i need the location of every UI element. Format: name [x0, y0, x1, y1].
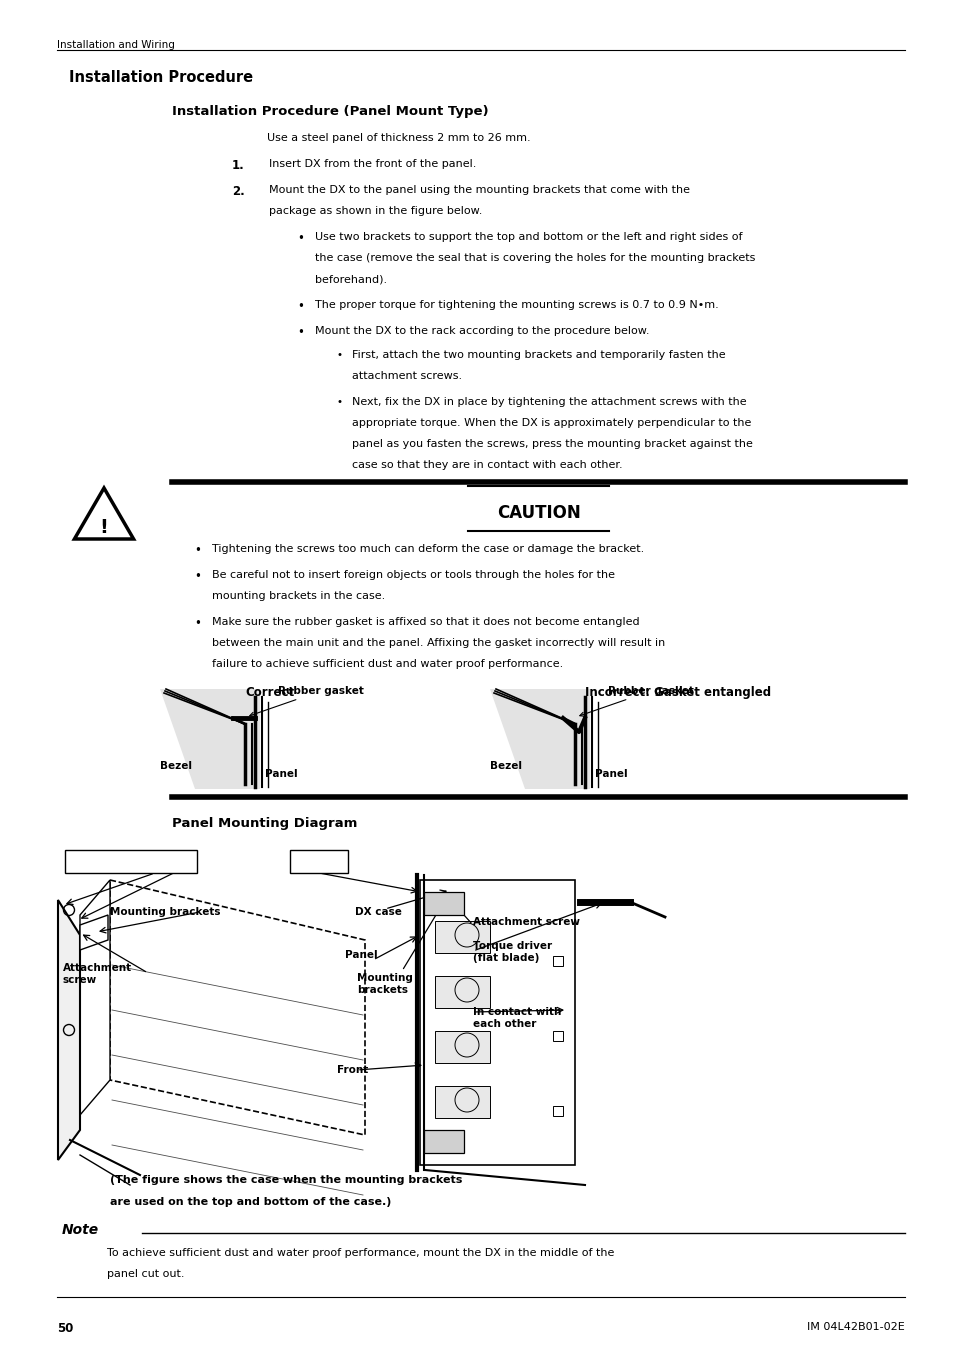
Text: Bezel: Bezel [490, 761, 521, 771]
Text: Panel: Panel [595, 769, 627, 779]
Bar [435, 921, 490, 953]
Text: 2.: 2. [232, 185, 245, 198]
Text: Make sure the rubber gasket is affixed so that it does not become entangled: Make sure the rubber gasket is affixed s… [212, 617, 639, 626]
Text: Use two brackets to support the top and bottom or the left and right sides of: Use two brackets to support the top and … [314, 232, 741, 242]
Text: •: • [193, 570, 201, 583]
Polygon shape [490, 688, 589, 788]
Text: Fixed: Fixed [295, 855, 322, 864]
Text: are used on the top and bottom of the case.): are used on the top and bottom of the ca… [110, 1197, 391, 1207]
Text: Bezel: Bezel [160, 761, 192, 771]
Text: In contact with
each other: In contact with each other [473, 1007, 560, 1029]
Text: appropriate torque. When the DX is approximately perpendicular to the: appropriate torque. When the DX is appro… [352, 418, 751, 428]
Polygon shape [80, 915, 108, 950]
Text: Attachment
screw: Attachment screw [63, 963, 132, 984]
Text: CAUTION: CAUTION [497, 504, 579, 522]
Bar [290, 850, 348, 873]
Text: Be careful not to insert foreign objects or tools through the holes for the: Be careful not to insert foreign objects… [212, 570, 615, 580]
Text: Incorrect: Gasket entangled: Incorrect: Gasket entangled [584, 686, 770, 699]
Text: Panel Mounting Diagram: Panel Mounting Diagram [172, 817, 357, 830]
Polygon shape [110, 880, 365, 1135]
Bar [423, 1130, 463, 1153]
Polygon shape [80, 880, 110, 1115]
Text: (The figure shows the case when the mounting brackets: (The figure shows the case when the moun… [110, 1174, 462, 1185]
Bar [435, 976, 490, 1008]
Text: failure to achieve sufficient dust and water proof performance.: failure to achieve sufficient dust and w… [212, 659, 562, 670]
Text: panel as you fasten the screws, press the mounting bracket against the: panel as you fasten the screws, press th… [352, 439, 752, 450]
Bar [435, 1085, 490, 1118]
Bar [553, 956, 562, 967]
Bar [553, 1031, 562, 1041]
Text: Rubber gasket: Rubber gasket [579, 686, 693, 717]
Bar [435, 1031, 490, 1062]
Text: DX case: DX case [355, 907, 401, 917]
Text: Insert DX from the front of the panel.: Insert DX from the front of the panel. [269, 159, 476, 169]
Text: Panel: Panel [154, 855, 183, 864]
Text: !: ! [99, 517, 109, 536]
Text: Mounting
brackets: Mounting brackets [356, 973, 413, 995]
Text: Mounting brackets: Mounting brackets [110, 907, 220, 917]
Text: Attachment screw: Attachment screw [473, 917, 579, 927]
Text: Installation and Wiring: Installation and Wiring [57, 40, 174, 50]
Text: Installation Procedure (Panel Mount Type): Installation Procedure (Panel Mount Type… [172, 105, 488, 117]
Text: Correct: Correct [245, 686, 294, 699]
Text: 50: 50 [57, 1322, 73, 1335]
Text: Panel: Panel [265, 769, 297, 779]
Text: Panel: Panel [345, 950, 377, 960]
Text: Front: Front [336, 1065, 368, 1075]
Text: First, attach the two mounting brackets and temporarily fasten the: First, attach the two mounting brackets … [352, 350, 725, 360]
Text: Rubber gasket: Rubber gasket [250, 686, 363, 717]
Text: •: • [336, 397, 343, 406]
Text: Mount the DX to the rack according to the procedure below.: Mount the DX to the rack according to th… [314, 325, 649, 336]
Text: Torque driver
(flat blade): Torque driver (flat blade) [473, 941, 552, 963]
Text: To achieve sufficient dust and water proof performance, mount the DX in the midd: To achieve sufficient dust and water pro… [107, 1247, 614, 1258]
Bar [553, 1106, 562, 1116]
Text: •: • [296, 300, 304, 313]
Text: the case (remove the seal that is covering the holes for the mounting brackets: the case (remove the seal that is coveri… [314, 252, 755, 263]
Text: package as shown in the figure below.: package as shown in the figure below. [269, 207, 482, 216]
Text: •: • [336, 350, 343, 360]
Text: Note: Note [62, 1223, 99, 1237]
Polygon shape [58, 900, 80, 1160]
Text: Use a steel panel of thickness 2 mm to 26 mm.: Use a steel panel of thickness 2 mm to 2… [267, 134, 530, 143]
Text: Screw temporarily: Screw temporarily [69, 855, 164, 864]
Text: •: • [296, 325, 304, 339]
Text: Tightening the screws too much can deform the case or damage the bracket.: Tightening the screws too much can defor… [212, 544, 643, 554]
Text: beforehand).: beforehand). [314, 274, 387, 284]
Polygon shape [160, 688, 260, 788]
Text: •: • [193, 544, 201, 558]
Text: Next, fix the DX in place by tightening the attachment screws with the: Next, fix the DX in place by tightening … [352, 397, 746, 406]
Text: Mount the DX to the panel using the mounting brackets that come with the: Mount the DX to the panel using the moun… [269, 185, 689, 194]
Bar [419, 880, 575, 1165]
Text: panel cut out.: panel cut out. [107, 1269, 184, 1278]
Bar [423, 892, 463, 915]
Bar [65, 850, 196, 873]
Text: attachment screws.: attachment screws. [352, 371, 461, 381]
Text: between the main unit and the panel. Affixing the gasket incorrectly will result: between the main unit and the panel. Aff… [212, 639, 664, 648]
Text: 1.: 1. [232, 159, 245, 171]
Text: mounting brackets in the case.: mounting brackets in the case. [212, 591, 385, 601]
Text: case so that they are in contact with each other.: case so that they are in contact with ea… [352, 460, 622, 470]
Text: •: • [296, 232, 304, 244]
Text: The proper torque for tightening the mounting screws is 0.7 to 0.9 N•m.: The proper torque for tightening the mou… [314, 300, 718, 310]
Text: •: • [193, 617, 201, 630]
Text: Installation Procedure: Installation Procedure [69, 70, 253, 85]
Text: IM 04L42B01-02E: IM 04L42B01-02E [806, 1322, 904, 1332]
